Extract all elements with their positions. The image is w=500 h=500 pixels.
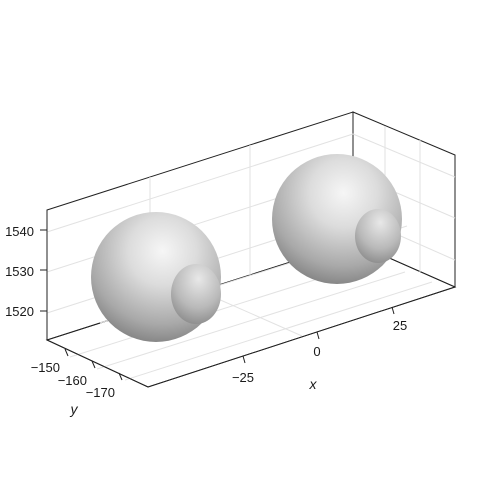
- z-tick-label: 1540: [5, 224, 34, 239]
- tick-marks: [40, 229, 395, 381]
- x-tick-label: −25: [232, 370, 254, 385]
- y-tick-label: −150: [31, 360, 60, 375]
- z-tick-label: 1520: [5, 304, 34, 319]
- y-tick-label: −160: [58, 373, 87, 388]
- y-tick-label: −170: [86, 385, 115, 400]
- sphere-right: [272, 154, 402, 284]
- x-tick-label: 25: [393, 318, 407, 333]
- sphere-left: [91, 212, 221, 342]
- y-axis-label: y: [70, 401, 79, 417]
- x-tick-label: 0: [313, 344, 320, 359]
- x-axis-line: [147, 286, 456, 388]
- sphere-left-bump: [171, 264, 221, 324]
- y-axis-line: [46, 339, 149, 388]
- x-axis-label: x: [309, 376, 318, 392]
- sphere-right-bump: [355, 209, 401, 263]
- z-tick-label: 1530: [5, 264, 34, 279]
